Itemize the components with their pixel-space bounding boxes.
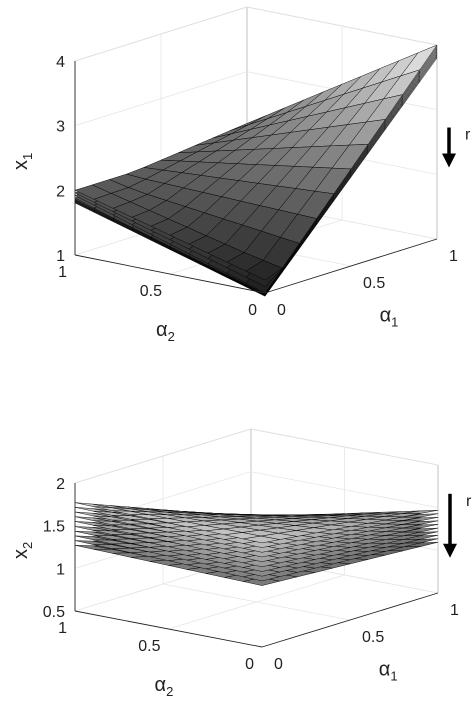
- z-tick-label: 2: [56, 183, 65, 200]
- alpha2-tick-label: 0: [245, 656, 254, 673]
- floor-gridline: [168, 574, 345, 630]
- alpha2-tick-label: 0.5: [140, 283, 162, 300]
- axis-line: [264, 238, 438, 294]
- alpha2-axis-label: α2: [155, 674, 174, 699]
- alpha1-tick-label: 0: [274, 656, 283, 673]
- r-label: r: [465, 127, 471, 144]
- alpha1-axis-label: α1: [379, 658, 398, 683]
- alpha1-axis-label: α1: [380, 304, 399, 329]
- z-tick-label: 0.5: [43, 604, 65, 621]
- z-tick-label: 1: [56, 248, 65, 265]
- z-tick-label: 1.5: [43, 519, 65, 536]
- alpha1-tick-label: 0.5: [362, 629, 384, 646]
- alpha1-tick-label: 1: [450, 602, 459, 619]
- z-tick-label: 2: [56, 476, 65, 493]
- alpha1-tick-label: 0.5: [363, 275, 385, 292]
- alpha1-tick-label: 1: [449, 248, 458, 265]
- z-axis-label: x2: [10, 542, 35, 559]
- z-gridline: [74, 6, 438, 62]
- alpha2-tick-label: 1: [58, 620, 67, 637]
- surface-patch: [245, 260, 283, 281]
- z-tick-label: 1: [56, 561, 65, 578]
- alpha2-axis-label: α2: [156, 319, 175, 344]
- axis-line: [261, 592, 439, 648]
- r-arrow-head: [443, 543, 457, 558]
- surface-mesh: [74, 502, 439, 586]
- surface-plot-x1: 1 2 3 4 0 0.5 1 0 0.5 1 x1 α1 α2 r: [10, 6, 471, 344]
- z-tick-label: 3: [56, 119, 65, 136]
- alpha1-tick-label: 0: [277, 302, 286, 319]
- z-gridline: [74, 428, 439, 484]
- r-arrow-head: [442, 153, 456, 168]
- alpha2-tick-label: 0.5: [138, 638, 160, 655]
- z-tick-label: 4: [56, 54, 65, 71]
- surface-mesh: [74, 44, 438, 297]
- z-axis-label: x1: [10, 153, 35, 170]
- axis-line: [74, 610, 263, 648]
- alpha2-tick-label: 0: [248, 302, 257, 319]
- r-label: r: [466, 493, 472, 510]
- surface-patch: [243, 535, 280, 544]
- axis-line: [74, 254, 266, 294]
- alpha2-tick-label: 1: [58, 264, 67, 281]
